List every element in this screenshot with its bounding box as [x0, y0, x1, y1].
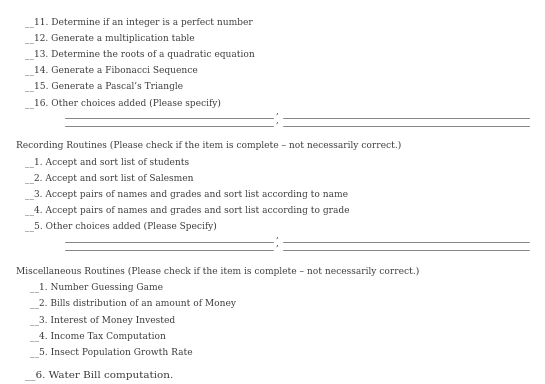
Text: __6. Water Bill computation.: __6. Water Bill computation.: [25, 370, 173, 380]
Text: __4. Accept pairs of names and grades and sort list according to grade: __4. Accept pairs of names and grades an…: [25, 205, 349, 215]
Text: __2. Accept and sort list of Salesmen: __2. Accept and sort list of Salesmen: [25, 173, 193, 183]
Text: __5. Insect Population Growth Rate: __5. Insect Population Growth Rate: [30, 347, 192, 357]
Text: ,: ,: [275, 231, 278, 240]
Text: __13. Determine the roots of a quadratic equation: __13. Determine the roots of a quadratic…: [25, 50, 255, 59]
Text: ,: ,: [275, 239, 278, 248]
Text: __1. Accept and sort list of students: __1. Accept and sort list of students: [25, 157, 189, 167]
Text: __3. Interest of Money Invested: __3. Interest of Money Invested: [30, 315, 175, 324]
Text: __2. Bills distribution of an amount of Money: __2. Bills distribution of an amount of …: [30, 299, 236, 308]
Text: Recording Routines (Please check if the item is complete – not necessarily corre: Recording Routines (Please check if the …: [16, 141, 402, 150]
Text: __3. Accept pairs of names and grades and sort list according to name: __3. Accept pairs of names and grades an…: [25, 189, 348, 199]
Text: ,: ,: [275, 116, 278, 124]
Text: __14. Generate a Fibonacci Sequence: __14. Generate a Fibonacci Sequence: [25, 66, 197, 75]
Text: __16. Other choices added (Please specify): __16. Other choices added (Please specif…: [25, 98, 220, 108]
Text: Miscellaneous Routines (Please check if the item is complete – not necessarily c: Miscellaneous Routines (Please check if …: [16, 266, 420, 276]
Text: __5. Other choices added (Please Specify): __5. Other choices added (Please Specify…: [25, 222, 216, 232]
Text: ,: ,: [275, 107, 278, 116]
Text: __15. Generate a Pascal’s Triangle: __15. Generate a Pascal’s Triangle: [25, 82, 183, 91]
Text: __11. Determine if an integer is a perfect number: __11. Determine if an integer is a perfe…: [25, 17, 252, 27]
Text: __4. Income Tax Computation: __4. Income Tax Computation: [30, 331, 166, 341]
Text: __12. Generate a multiplication table: __12. Generate a multiplication table: [25, 33, 194, 43]
Text: __1. Number Guessing Game: __1. Number Guessing Game: [30, 283, 163, 292]
